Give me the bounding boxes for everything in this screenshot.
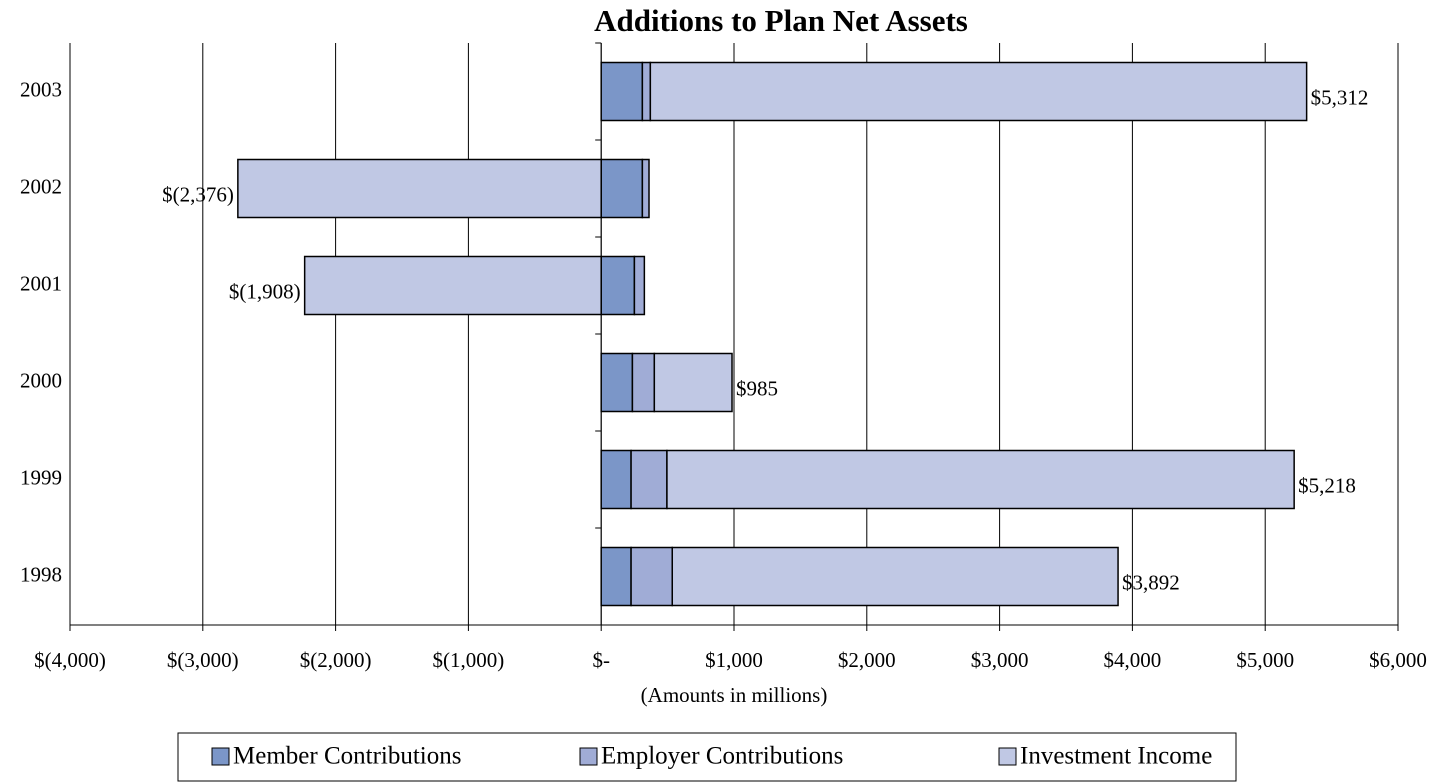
legend-box <box>177 732 1237 782</box>
legend-label: Member Contributions <box>233 743 461 770</box>
bar-segment <box>600 449 632 510</box>
x-tick-label: $5,000 <box>1236 648 1294 672</box>
x-tick-label: $1,000 <box>705 648 763 672</box>
bar-segment <box>653 352 733 413</box>
bar-segment <box>600 61 644 122</box>
bar-segment <box>630 449 668 510</box>
total-label: $(1,908) <box>229 279 301 303</box>
x-tick-label: $(3,000) <box>167 648 239 672</box>
legend-swatch <box>579 747 598 766</box>
x-tick-label: $4,000 <box>1104 648 1162 672</box>
bar-segment <box>641 158 650 219</box>
y-tick-label: 2002 <box>20 174 62 198</box>
y-tick-label: 1998 <box>20 562 62 586</box>
x-tick-label: $6,000 <box>1369 648 1427 672</box>
total-label: $5,312 <box>1311 85 1369 109</box>
legend-swatch <box>998 747 1017 766</box>
bar-segment <box>649 61 1308 122</box>
y-tick-label: 1999 <box>20 465 62 489</box>
x-tick-label: $2,000 <box>838 648 896 672</box>
bar-segment <box>600 255 636 316</box>
y-tick-label: 2000 <box>20 368 62 392</box>
x-tick-label: $3,000 <box>971 648 1029 672</box>
chart-title: Additions to Plan Net Assets <box>594 3 968 38</box>
bar-segment <box>303 255 602 316</box>
total-label: $5,218 <box>1298 473 1356 497</box>
x-tick-label: $(2,000) <box>300 648 372 672</box>
bar-segment <box>666 449 1295 510</box>
legend-swatch <box>211 747 230 766</box>
bar-segment <box>631 352 656 413</box>
legend-label: Investment Income <box>1020 743 1212 770</box>
bar-segment <box>641 61 652 122</box>
bar-segment <box>600 546 632 607</box>
bar-segment <box>633 255 646 316</box>
bar-segment <box>630 546 673 607</box>
total-label: $(2,376) <box>162 182 234 206</box>
bar-segment <box>600 352 634 413</box>
bar-segment <box>671 546 1119 607</box>
total-label: $3,892 <box>1122 570 1180 594</box>
total-label: $985 <box>736 376 778 400</box>
bar-segment <box>600 158 644 219</box>
y-tick-label: 2001 <box>20 271 62 295</box>
legend-label: Employer Contributions <box>601 743 843 770</box>
bar-segment <box>237 158 602 219</box>
x-tick-label: $- <box>592 648 610 672</box>
x-axis-label: (Amounts in millions) <box>641 683 828 707</box>
y-tick-label: 2003 <box>20 77 62 101</box>
x-tick-label: $(4,000) <box>34 648 106 672</box>
x-tick-label: $(1,000) <box>433 648 505 672</box>
